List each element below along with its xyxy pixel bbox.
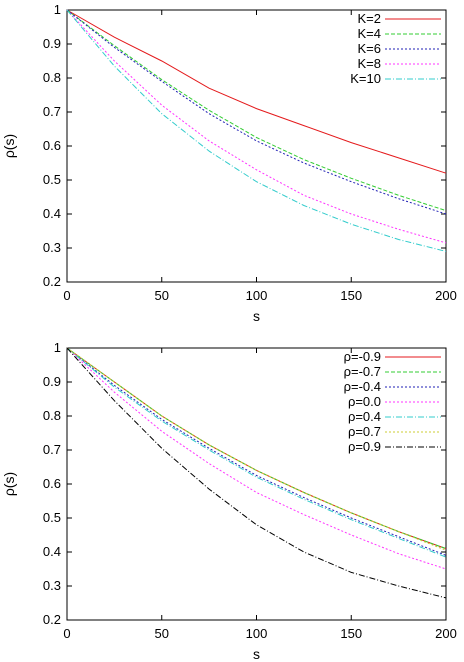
plot-frame <box>66 9 447 283</box>
y-tick-label: 1 <box>54 340 61 355</box>
y-tick-label: 0.7 <box>43 442 61 457</box>
y-tick-label: 0.9 <box>43 36 61 51</box>
x-tick-label: 50 <box>155 626 169 641</box>
legend-label: K=10 <box>350 71 381 86</box>
x-tick-label: 150 <box>340 626 362 641</box>
legend-label: ρ=0.9 <box>348 439 381 454</box>
y-tick-label: 0.8 <box>43 408 61 423</box>
series-line-4 <box>66 347 447 570</box>
legend-label: K=4 <box>358 26 382 41</box>
y-tick-label: 0.5 <box>43 510 61 525</box>
series-line-4 <box>66 9 447 244</box>
series-line-1 <box>66 347 447 550</box>
y-tick-label: 0.2 <box>43 612 61 627</box>
y-tick-label: 0.9 <box>43 374 61 389</box>
x-tick-label: 0 <box>63 626 70 641</box>
x-axis-label: s <box>253 308 260 324</box>
x-tick-label: 0 <box>63 288 70 303</box>
y-axis-label: ρ(s) <box>1 472 17 496</box>
legend-label: ρ=0.4 <box>348 409 381 424</box>
legend-label: K=8 <box>358 56 382 71</box>
y-tick-label: 0.7 <box>43 104 61 119</box>
x-tick-label: 200 <box>435 288 457 303</box>
y-tick-label: 0.5 <box>43 172 61 187</box>
x-axis-label: s <box>253 646 260 662</box>
legend-label: K=6 <box>358 41 382 56</box>
y-tick-label: 0.3 <box>43 240 61 255</box>
legend-label: ρ=0.7 <box>348 424 381 439</box>
series-line-6 <box>66 347 447 551</box>
series-line-2 <box>66 9 447 212</box>
y-tick-label: 0.4 <box>43 544 61 559</box>
x-tick-label: 100 <box>246 288 268 303</box>
y-tick-label: 1 <box>54 2 61 17</box>
y-tick-label: 0.2 <box>43 274 61 289</box>
y-tick-label: 0.3 <box>43 578 61 593</box>
legend-label: K=2 <box>358 11 382 26</box>
y-tick-label: 0.6 <box>43 476 61 491</box>
series-line-3 <box>66 9 447 215</box>
x-tick-label: 150 <box>340 288 362 303</box>
x-tick-label: 100 <box>246 626 268 641</box>
x-tick-label: 50 <box>155 288 169 303</box>
series-line-1 <box>66 9 447 174</box>
series-line-2 <box>66 347 447 550</box>
chart-panel-2: 0.2 0.3 0.4 0.5 0.6 0.7 0.8 0.9 1 0 50 100 150 200 s ρ(… <box>1 340 457 662</box>
legend-label: ρ=-0.9 <box>344 349 381 364</box>
x-tick-label: 200 <box>435 626 457 641</box>
series-line-7 <box>66 347 447 599</box>
legend-label: ρ=0.0 <box>348 394 381 409</box>
y-axis-label: ρ(s) <box>1 134 17 158</box>
legend-label: ρ=-0.7 <box>344 364 381 379</box>
chart-panel-1: 0.2 0.3 0.4 0.5 0.6 0.7 0.8 0.9 1 0 50 100 150 200 s ρ(… <box>1 2 457 324</box>
series-line-5 <box>66 9 447 252</box>
series-line-5 <box>66 347 447 558</box>
legend-label: ρ=-0.4 <box>344 379 381 394</box>
y-tick-label: 0.8 <box>43 70 61 85</box>
y-tick-label: 0.4 <box>43 206 61 221</box>
series-line-3 <box>66 347 447 556</box>
y-tick-label: 0.6 <box>43 138 61 153</box>
